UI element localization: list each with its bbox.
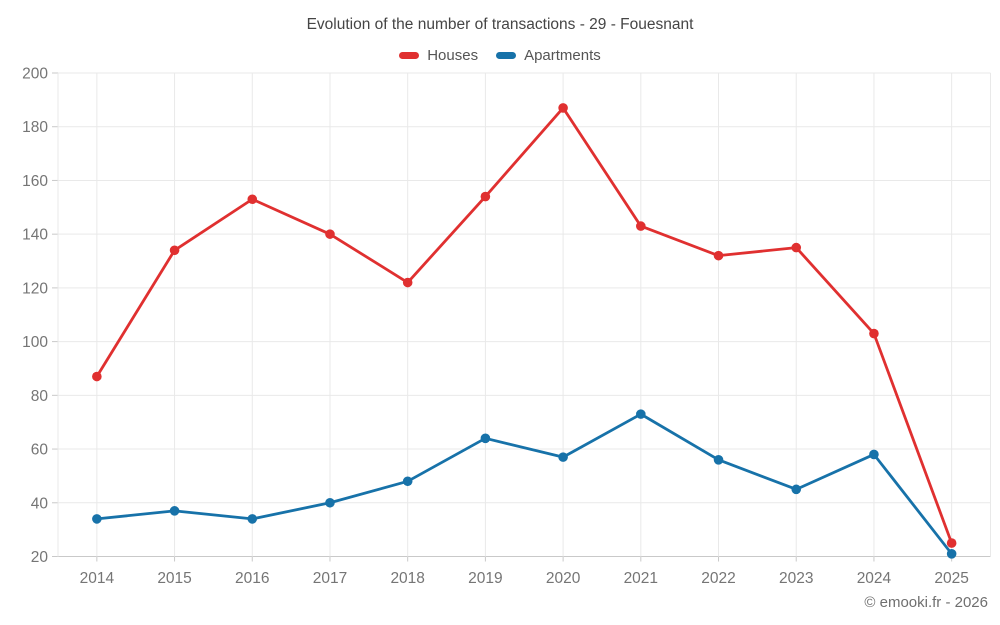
data-point-houses-2016[interactable] (247, 194, 258, 205)
data-point-houses-2019[interactable] (480, 191, 491, 202)
x-tick-label: 2014 (80, 570, 115, 587)
data-point-apartments-2017[interactable] (325, 497, 335, 508)
data-point-apartments-2015[interactable] (169, 506, 180, 516)
x-tick-label: 2022 (701, 570, 735, 587)
x-tick-label: 2021 (624, 570, 658, 587)
data-point-houses-2017[interactable] (325, 229, 335, 239)
legend-label-apartments: Apartments (524, 47, 601, 64)
data-point-apartments-2016[interactable] (247, 514, 258, 524)
data-point-apartments-2021[interactable] (636, 409, 646, 419)
y-tick-label: 200 (22, 66, 48, 83)
data-point-houses-2014[interactable] (92, 371, 102, 382)
data-point-apartments-2014[interactable] (92, 514, 102, 524)
y-tick-label: 100 (22, 334, 48, 351)
data-point-houses-2015[interactable] (169, 245, 180, 256)
x-tick-label: 2024 (857, 570, 892, 587)
data-point-apartments-2023[interactable] (791, 484, 802, 495)
x-tick-label: 2015 (157, 570, 191, 587)
legend-label-houses: Houses (427, 47, 479, 64)
y-tick-label: 120 (22, 280, 48, 297)
y-tick-label: 160 (22, 173, 48, 190)
data-point-apartments-2025[interactable] (946, 549, 957, 559)
data-point-houses-2023[interactable] (791, 242, 802, 253)
x-tick-label: 2018 (390, 570, 424, 587)
chart-legend: Houses Apartments (0, 47, 1000, 64)
data-point-apartments-2019[interactable] (480, 433, 491, 444)
x-tick-label: 2025 (934, 570, 968, 587)
legend-item-houses[interactable]: Houses (399, 47, 478, 64)
data-point-apartments-2018[interactable] (402, 476, 413, 487)
y-tick-label: 20 (31, 549, 49, 566)
data-point-houses-2018[interactable] (402, 277, 413, 288)
x-tick-label: 2019 (468, 570, 502, 587)
copyright-credit: © emooki.fr - 2026 (864, 594, 988, 611)
data-point-houses-2025[interactable] (946, 538, 957, 548)
series-line-houses (95, 106, 954, 545)
data-point-houses-2021[interactable] (636, 221, 646, 231)
data-point-apartments-2020[interactable] (558, 452, 568, 462)
x-tick-label: 2023 (779, 570, 813, 587)
legend-item-apartments[interactable]: Apartments (496, 47, 601, 64)
data-point-apartments-2024[interactable] (869, 449, 879, 460)
data-point-houses-2024[interactable] (869, 328, 879, 339)
y-tick-label: 60 (31, 442, 49, 459)
data-point-houses-2020[interactable] (558, 103, 568, 113)
apartments-legend-swatch-icon (496, 52, 517, 59)
x-tick-label: 2016 (235, 570, 269, 587)
series-line-apartments (95, 412, 954, 556)
data-point-apartments-2022[interactable] (713, 455, 724, 465)
data-point-houses-2022[interactable] (713, 250, 724, 261)
x-tick-label: 2020 (546, 570, 581, 587)
y-tick-label: 140 (22, 227, 48, 244)
x-tick-label: 2017 (313, 570, 347, 587)
houses-legend-swatch-icon (399, 52, 420, 59)
y-tick-label: 80 (31, 388, 49, 405)
y-tick-label: 40 (31, 495, 49, 512)
y-tick-label: 180 (22, 119, 48, 136)
chart-title: Evolution of the number of transactions … (306, 16, 694, 33)
